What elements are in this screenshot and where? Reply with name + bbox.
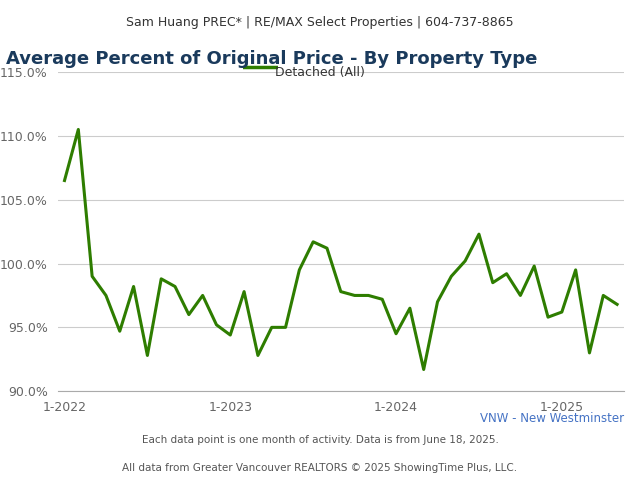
Text: Average Percent of Original Price - By Property Type: Average Percent of Original Price - By P… <box>6 50 538 68</box>
Text: Detached (All): Detached (All) <box>275 66 365 79</box>
Text: VNW - New Westminster: VNW - New Westminster <box>480 412 624 425</box>
Text: Sam Huang PREC* | RE/MAX Select Properties | 604-737-8865: Sam Huang PREC* | RE/MAX Select Properti… <box>126 16 514 29</box>
Text: All data from Greater Vancouver REALTORS © 2025 ShowingTime Plus, LLC.: All data from Greater Vancouver REALTORS… <box>122 463 518 473</box>
Text: Each data point is one month of activity. Data is from June 18, 2025.: Each data point is one month of activity… <box>141 435 499 445</box>
